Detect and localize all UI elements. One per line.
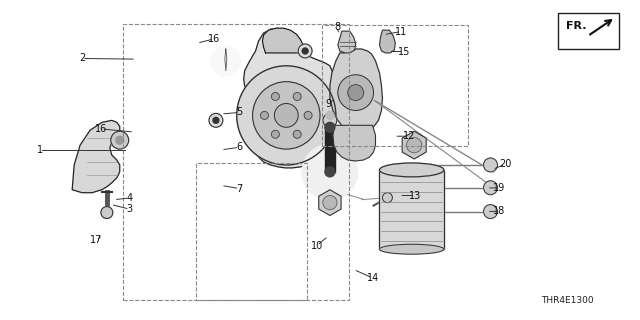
- Text: 19: 19: [493, 183, 505, 193]
- Circle shape: [348, 85, 364, 100]
- Circle shape: [271, 130, 279, 138]
- Circle shape: [484, 158, 497, 172]
- Circle shape: [293, 92, 301, 100]
- Polygon shape: [72, 120, 120, 193]
- Circle shape: [326, 111, 334, 119]
- Bar: [322, 25, 468, 146]
- Polygon shape: [244, 28, 335, 168]
- Text: 13: 13: [409, 190, 421, 201]
- Text: THR4E1300: THR4E1300: [541, 296, 594, 305]
- Text: 17: 17: [90, 235, 102, 245]
- Circle shape: [293, 130, 301, 138]
- Bar: [325, 127, 335, 172]
- Text: 2: 2: [79, 53, 85, 63]
- Text: 10: 10: [310, 241, 323, 251]
- Bar: [380, 170, 444, 249]
- Circle shape: [325, 167, 335, 177]
- Text: 3: 3: [127, 204, 132, 214]
- Text: 20: 20: [499, 159, 511, 169]
- Text: 16: 16: [95, 124, 108, 134]
- Circle shape: [237, 66, 336, 165]
- Bar: [558, 13, 620, 49]
- Polygon shape: [319, 190, 341, 215]
- Circle shape: [325, 122, 335, 132]
- Text: 16: 16: [208, 34, 220, 44]
- Circle shape: [111, 131, 129, 149]
- Text: 6: 6: [236, 142, 243, 152]
- Bar: [380, 170, 444, 249]
- Circle shape: [116, 136, 124, 144]
- Text: 15: 15: [397, 46, 410, 57]
- Text: 12: 12: [403, 131, 415, 141]
- Circle shape: [211, 46, 241, 76]
- Bar: [196, 163, 307, 300]
- Circle shape: [302, 144, 358, 200]
- Bar: [124, 24, 349, 300]
- Circle shape: [271, 92, 279, 100]
- Text: FR.: FR.: [566, 21, 586, 31]
- Circle shape: [253, 82, 320, 149]
- Circle shape: [338, 75, 374, 110]
- Text: 9: 9: [325, 100, 332, 109]
- Text: 14: 14: [367, 273, 379, 283]
- Circle shape: [323, 113, 337, 127]
- Circle shape: [406, 138, 422, 153]
- Polygon shape: [338, 31, 356, 53]
- Text: 1: 1: [36, 146, 43, 156]
- Circle shape: [209, 113, 223, 127]
- Polygon shape: [330, 49, 383, 134]
- Circle shape: [275, 103, 298, 127]
- Circle shape: [323, 196, 337, 210]
- Text: 11: 11: [395, 27, 407, 36]
- Text: 5: 5: [236, 108, 243, 117]
- Polygon shape: [402, 131, 426, 159]
- Circle shape: [260, 111, 268, 119]
- Circle shape: [213, 117, 219, 123]
- Ellipse shape: [380, 244, 444, 254]
- Text: 4: 4: [127, 193, 132, 203]
- Circle shape: [484, 204, 497, 219]
- Polygon shape: [333, 125, 376, 161]
- Text: 8: 8: [334, 22, 340, 32]
- Polygon shape: [262, 28, 303, 53]
- Polygon shape: [380, 30, 396, 53]
- Circle shape: [304, 111, 312, 119]
- Circle shape: [383, 193, 392, 203]
- Circle shape: [101, 207, 113, 219]
- Circle shape: [302, 48, 308, 54]
- Text: 7: 7: [236, 184, 243, 194]
- Circle shape: [484, 181, 497, 195]
- Ellipse shape: [380, 163, 444, 177]
- Text: 18: 18: [493, 206, 505, 216]
- Circle shape: [298, 44, 312, 58]
